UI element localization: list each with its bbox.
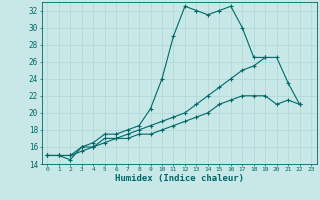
X-axis label: Humidex (Indice chaleur): Humidex (Indice chaleur) [115,174,244,183]
